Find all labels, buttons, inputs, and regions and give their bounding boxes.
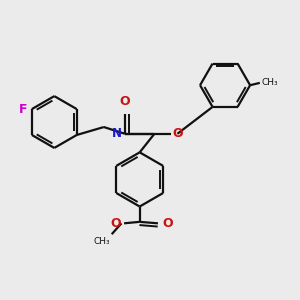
Text: N: N [112, 127, 122, 140]
Text: O: O [173, 127, 183, 140]
Text: O: O [162, 217, 173, 230]
Text: F: F [19, 103, 27, 116]
Text: O: O [111, 217, 122, 230]
Text: O: O [120, 95, 130, 109]
Text: CH₃: CH₃ [262, 78, 278, 87]
Text: CH₃: CH₃ [93, 237, 110, 246]
